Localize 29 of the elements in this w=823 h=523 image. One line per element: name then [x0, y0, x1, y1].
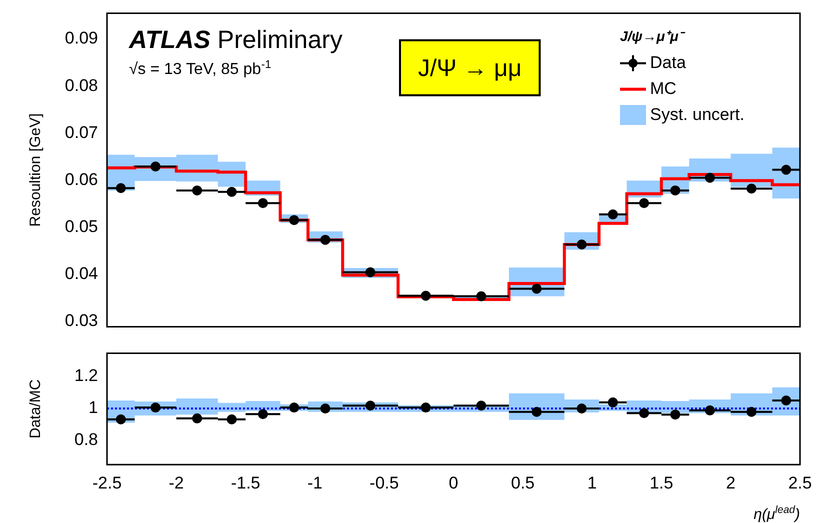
- legend-title: J/ψ→μ⁺μ⁻: [620, 28, 686, 44]
- y-tick-label: 1.2: [74, 366, 98, 386]
- legend-label: MC: [650, 78, 676, 98]
- annotation: J/Ψ → μμ: [418, 55, 522, 82]
- x-tick-label: 1.5: [650, 473, 674, 492]
- x-tick-label: -1: [307, 473, 322, 492]
- annotation: Syst. uncert.: [650, 105, 744, 126]
- x-tick-label: -2.5: [92, 473, 122, 492]
- x-tick-label: -2: [168, 473, 184, 492]
- y-tick-label: 0.06: [64, 170, 98, 189]
- y-tick-label: 0.03: [64, 310, 98, 330]
- legend-label: Data: [650, 52, 686, 72]
- x-tick-label: -0.5: [370, 473, 399, 492]
- x-tick-label: 0.5: [510, 473, 535, 492]
- x-tick-label: -1.5: [230, 473, 260, 492]
- y-tick-label: 0.8: [74, 430, 98, 450]
- x-tick-label: 1: [587, 473, 597, 492]
- y-tick-label: 0.09: [64, 28, 98, 48]
- y-axis-title: Resoultion [GeV]: [27, 113, 44, 227]
- y-tick-label: 0.04: [64, 264, 98, 283]
- y-tick-label: 0.08: [64, 76, 98, 95]
- y-tick-label: 1: [88, 398, 98, 418]
- y-tick-label: 0.07: [64, 122, 98, 142]
- x-tick-label: 2.5: [788, 473, 812, 492]
- y-axis-title: Data/MC: [27, 379, 44, 438]
- x-tick-label: 0: [448, 473, 458, 492]
- annotation: ATLAS Preliminary: [128, 26, 343, 54]
- y-tick-label: 0.05: [64, 216, 98, 236]
- x-tick-label: 2: [726, 473, 736, 492]
